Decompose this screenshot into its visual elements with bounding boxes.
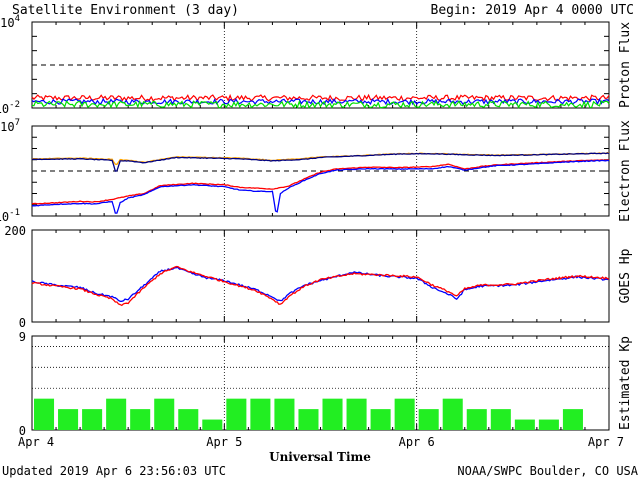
series-red bbox=[31, 265, 610, 307]
footer-updated: Updated 2019 Apr 6 23:56:03 UTC bbox=[2, 464, 226, 478]
y-tick-label: 200 bbox=[4, 224, 26, 238]
kp-bar bbox=[346, 398, 367, 430]
kp-bar bbox=[34, 398, 55, 430]
kp-bar bbox=[58, 409, 79, 430]
x-tick-label: Apr 7 bbox=[588, 435, 624, 449]
series-navy bbox=[31, 152, 610, 172]
chart-title: Satellite Environment (3 day) bbox=[12, 3, 239, 18]
kp-bar bbox=[250, 398, 271, 430]
kp-bar bbox=[154, 398, 175, 430]
y-tick-label: 104 bbox=[0, 14, 20, 30]
kp-bar bbox=[178, 409, 199, 430]
kp-bar bbox=[538, 419, 559, 430]
series-blue bbox=[31, 159, 610, 214]
panel-electron-flux: Electron Flux 107 10-1 bbox=[0, 118, 633, 224]
y-tick-label: 9 bbox=[19, 330, 26, 344]
kp-bar bbox=[394, 398, 415, 430]
kp-bar bbox=[418, 409, 439, 430]
panel-estimated-kp: Estimated Kp 9 0 bbox=[19, 330, 633, 438]
x-tick-label: Apr 4 bbox=[18, 435, 54, 449]
x-tick-label: Apr 5 bbox=[206, 435, 242, 449]
y-axis-label: Estimated Kp bbox=[618, 336, 633, 430]
kp-bar bbox=[562, 409, 583, 430]
y-axis-label: GOES Hp bbox=[618, 248, 633, 303]
x-tick-labels: Apr 4 Apr 5 Apr 6 Apr 7 bbox=[18, 435, 624, 449]
kp-bar bbox=[202, 419, 223, 430]
begin-time: Begin: 2019 Apr 4 0000 UTC bbox=[431, 3, 635, 18]
kp-bar bbox=[370, 409, 391, 430]
panel-proton-flux: Proton Flux 104 10-2 bbox=[0, 14, 633, 116]
panel-goes-hp: GOES Hp 200 0 bbox=[4, 224, 633, 330]
x-tick-label: Apr 6 bbox=[399, 435, 435, 449]
kp-bar bbox=[82, 409, 103, 430]
y-tick-label: 10-1 bbox=[0, 208, 20, 224]
kp-bar bbox=[466, 409, 487, 430]
y-axis-label: Proton Flux bbox=[618, 22, 633, 108]
panel-frame bbox=[31, 229, 610, 323]
x-axis-title: Universal Time bbox=[269, 450, 371, 464]
series-blue bbox=[31, 97, 610, 106]
y-tick-label: 10-2 bbox=[0, 100, 20, 116]
kp-bar bbox=[226, 398, 247, 430]
kp-bar bbox=[130, 409, 151, 430]
y-axis-label: Electron Flux bbox=[618, 120, 633, 222]
kp-bar bbox=[106, 398, 127, 430]
kp-bar bbox=[298, 409, 319, 430]
y-tick-label: 0 bbox=[19, 424, 26, 438]
kp-bar bbox=[490, 409, 511, 430]
series-green bbox=[31, 99, 610, 109]
kp-bar bbox=[514, 419, 535, 430]
y-tick-label: 0 bbox=[19, 316, 26, 330]
kp-bar bbox=[442, 398, 463, 430]
y-tick-label: 107 bbox=[0, 118, 20, 134]
series-red bbox=[31, 93, 610, 103]
kp-bar bbox=[274, 398, 295, 430]
footer-credit: NOAA/SWPC Boulder, CO USA bbox=[457, 464, 638, 478]
kp-bar bbox=[322, 398, 343, 430]
series-blue bbox=[31, 266, 610, 302]
series-red bbox=[31, 159, 610, 205]
